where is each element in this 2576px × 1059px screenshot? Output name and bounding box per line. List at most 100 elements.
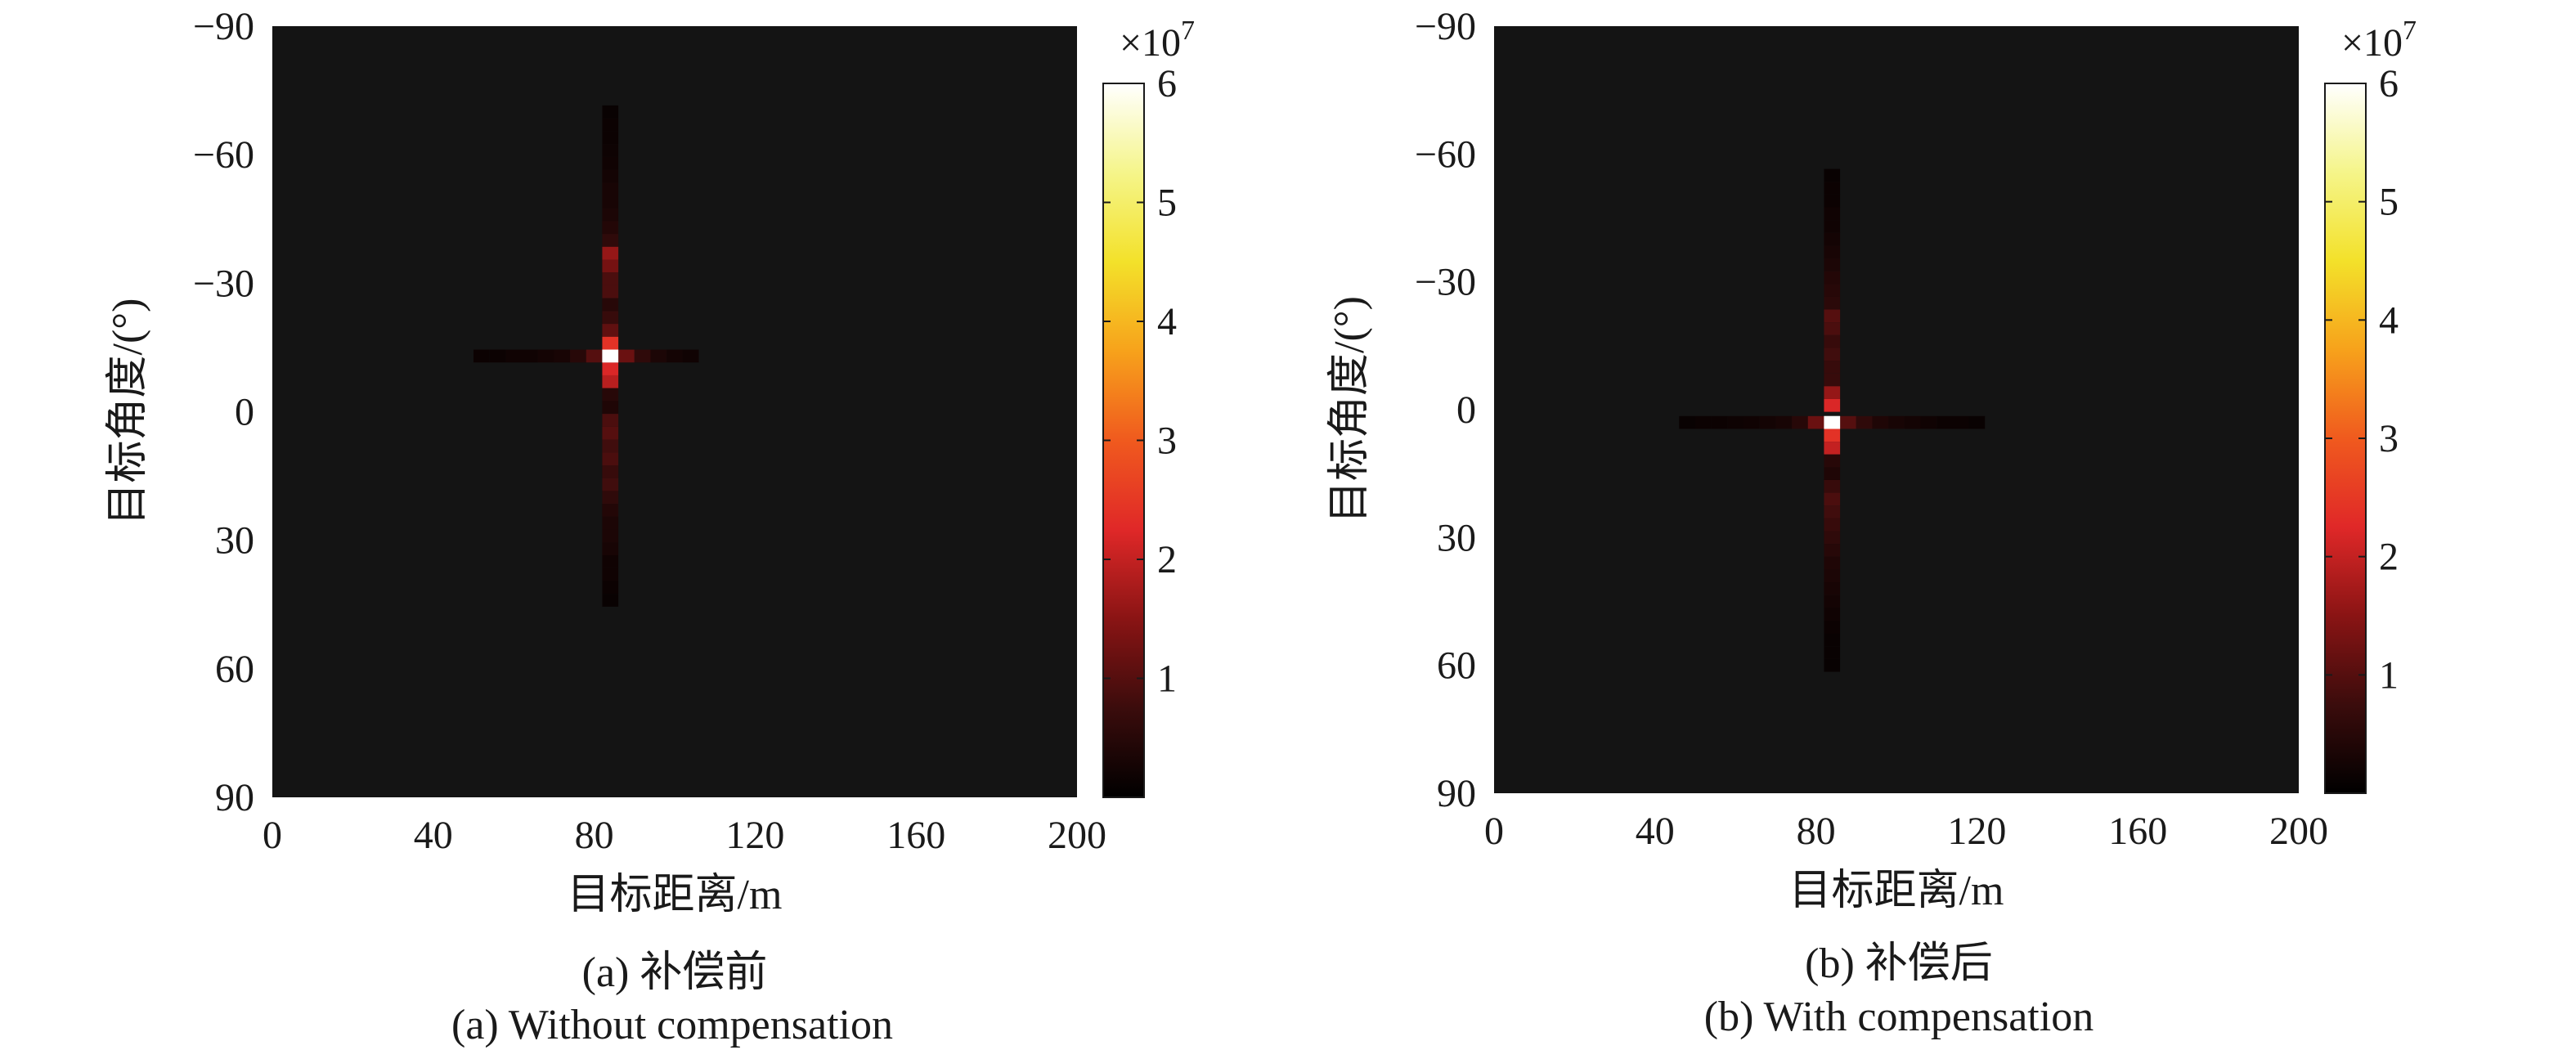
colorbar-exponent-power: 7 (1181, 16, 1195, 46)
heatmap-cell (1824, 646, 1841, 659)
heatmap-cell (1824, 633, 1841, 647)
heatmap-cell (1824, 569, 1841, 583)
heatmap-cell (1695, 415, 1712, 429)
heatmap-peak-cell (1824, 415, 1841, 429)
y-tick-label: 60 (215, 648, 254, 691)
x-tick-label: 160 (886, 814, 945, 857)
heatmap-cell (1824, 322, 1841, 335)
heatmap-cell (1824, 220, 1841, 233)
heatmap-cells (473, 105, 699, 607)
heatmap-peak-cell (602, 349, 619, 363)
heatmap-cell (602, 285, 619, 298)
x-axis-ticks: 0 40 80 120 160 200 (1484, 810, 2328, 853)
heatmap-cell (602, 362, 619, 375)
heatmap-cell (1824, 373, 1841, 387)
heatmap-cell (1824, 582, 1841, 595)
colorbar-tick-label: 5 (2379, 181, 2399, 224)
heatmap-cell (602, 439, 619, 453)
caption-chinese: (b) 补偿后 (1805, 940, 1993, 987)
x-axis-label: 目标距离/m (1789, 868, 2004, 914)
x-tick-label: 80 (1797, 810, 1836, 853)
colorbar-tick-label: 2 (1157, 538, 1177, 581)
heatmap-cell (1824, 182, 1841, 195)
heatmap-cell (1711, 415, 1728, 429)
heatmap-cell (618, 349, 635, 363)
heatmap-cell (602, 144, 619, 157)
y-axis-label: 目标角度/(°) (1326, 296, 1373, 523)
x-tick-label: 200 (2269, 810, 2328, 853)
heatmap-cell (1872, 415, 1889, 429)
heatmap-cell (602, 375, 619, 388)
heatmap-cell (1824, 467, 1841, 480)
heatmap-cell (602, 568, 619, 581)
heatmap-cell (1824, 386, 1841, 399)
heatmap-cell (602, 195, 619, 209)
heatmap-cell (602, 491, 619, 505)
x-tick-label: 0 (263, 814, 282, 857)
heatmap-cell (1824, 531, 1841, 545)
y-axis-ticks: −90 −60 −30 0 30 60 90 (1415, 5, 1476, 815)
heatmap-cell (602, 221, 619, 235)
heatmap-cell (602, 336, 619, 350)
colorbar-tick-label: 6 (1157, 62, 1177, 105)
heatmap-cell (1824, 620, 1841, 634)
heatmap-cell (1824, 544, 1841, 557)
heatmap-cell (1807, 415, 1824, 429)
y-axis-label: 目标角度/(°) (105, 298, 151, 526)
heatmap-cell (1840, 415, 1856, 429)
heatmap-cell (1824, 309, 1841, 323)
heatmap-cell (602, 581, 619, 595)
heatmap-cell (602, 414, 619, 427)
heatmap-panel-b: 0 40 80 120 160 200 −90 −60 −30 0 30 60 90 目标距离/m 目… (1326, 5, 2417, 1040)
colorbar-tick-label: 2 (2379, 536, 2399, 579)
heatmap-cell (586, 349, 603, 363)
y-tick-label: 0 (235, 391, 254, 434)
heatmap-cell (1824, 348, 1841, 361)
heatmap-cell (602, 311, 619, 325)
heatmap-cell (1824, 271, 1841, 285)
heatmap-plot-area (1494, 26, 2299, 793)
x-tick-label: 120 (1947, 810, 2006, 853)
colorbar-ticks: 1 2 3 4 5 6 (1103, 62, 1177, 701)
heatmap-cell (602, 259, 619, 273)
y-tick-label: 90 (1437, 772, 1476, 815)
colorbar-tick-label: 1 (2379, 653, 2399, 697)
heatmap-cell (1904, 415, 1921, 429)
heatmap-cell (602, 234, 619, 247)
x-axis-label: 目标距离/m (568, 872, 783, 918)
heatmap-cell (602, 529, 619, 543)
heatmap-cell (522, 349, 538, 363)
colorbar-tick-label: 5 (1157, 182, 1177, 225)
colorbar-tick-label: 4 (1157, 300, 1177, 343)
heatmap-cell (1888, 415, 1905, 429)
colorbar-exponent-base: ×10 (1120, 21, 1181, 65)
heatmap-cell (602, 594, 619, 607)
heatmap-cell (473, 349, 490, 363)
heatmap-cell (602, 452, 619, 465)
x-tick-label: 120 (725, 814, 784, 857)
heatmap-cell (1824, 429, 1841, 442)
heatmap-cell (602, 516, 619, 530)
heatmap-cell (1727, 415, 1744, 429)
heatmap-cell (1824, 245, 1841, 259)
heatmap-panel-a: 0 40 80 120 160 200 −90 −60 −30 0 30 60 90 目标距离/m 目… (105, 5, 1195, 1048)
colorbar-tick-label: 3 (2379, 417, 2399, 460)
heatmap-cell (505, 349, 523, 363)
x-tick-label: 40 (414, 814, 453, 857)
heatmap-cell (650, 349, 667, 363)
heatmap-cell (666, 349, 683, 363)
heatmap-cell (1824, 454, 1841, 468)
heatmap-cell (489, 349, 506, 363)
heatmap-cell (570, 349, 586, 363)
heatmap-cell (1824, 608, 1841, 621)
heatmap-cell (1744, 415, 1760, 429)
colorbar-ticks: 1 2 3 4 5 6 (2325, 62, 2399, 697)
heatmap-cell (1824, 518, 1841, 532)
y-tick-label: −60 (1415, 132, 1476, 176)
y-tick-label: 30 (1437, 516, 1476, 559)
heatmap-cell (537, 349, 554, 363)
caption-english: (a) Without compensation (451, 1002, 893, 1048)
heatmap-cell (1824, 505, 1841, 518)
y-tick-label: −30 (193, 262, 254, 305)
